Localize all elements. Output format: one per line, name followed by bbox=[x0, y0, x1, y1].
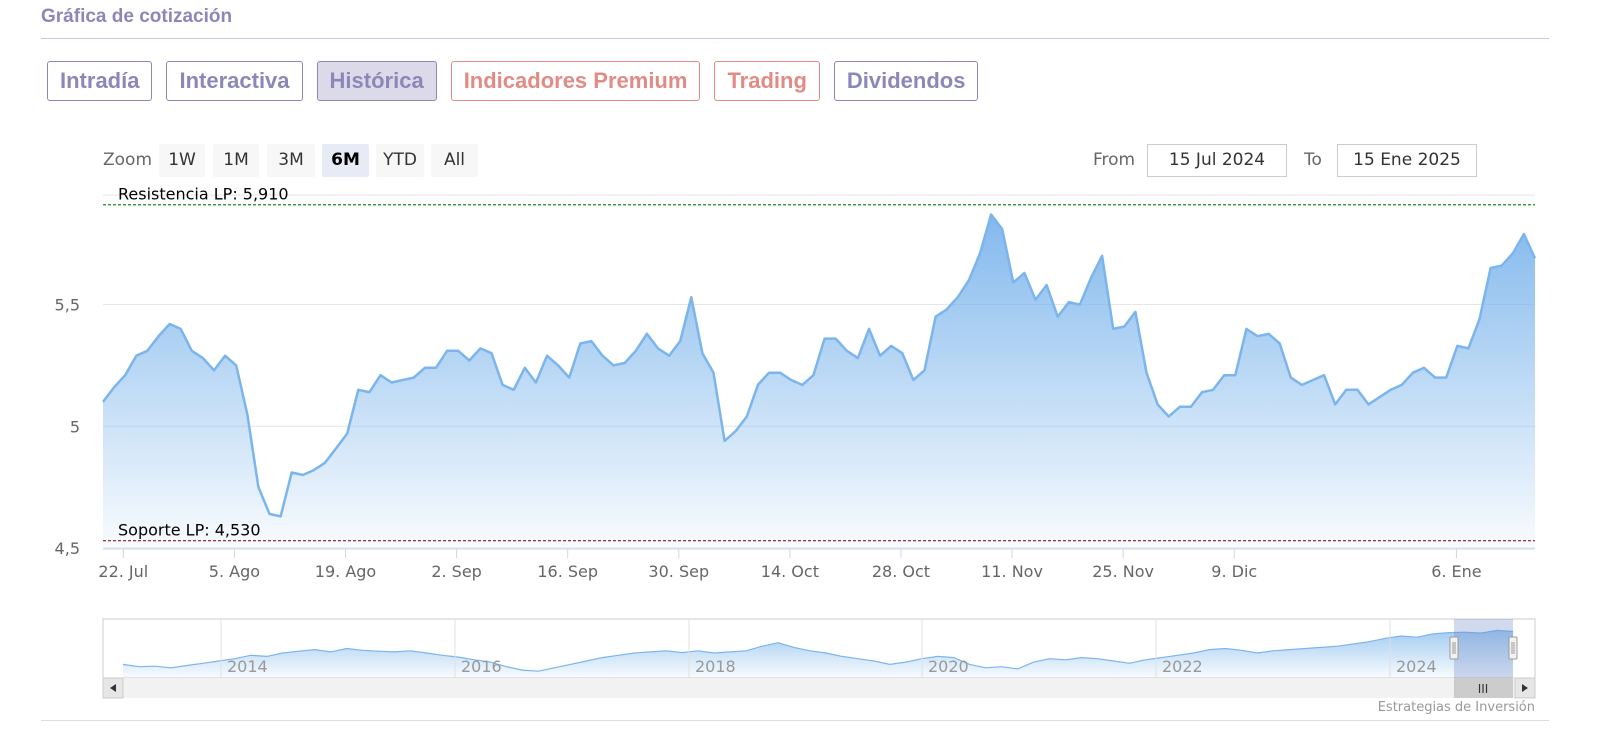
navigator-year-label: 2014 bbox=[227, 657, 268, 676]
y-tick-label: 5 bbox=[70, 417, 80, 436]
to-date-input[interactable]: 15 Ene 2025 bbox=[1337, 144, 1477, 177]
chart-type-tabs: Intradía Interactiva Histórica Indicador… bbox=[47, 61, 979, 101]
chevron-left-icon bbox=[110, 684, 116, 692]
x-tick-label: 22. Jul bbox=[98, 562, 148, 581]
navigator-year-label: 2022 bbox=[1162, 657, 1203, 676]
support-label: Soporte LP: 4,530 bbox=[118, 521, 261, 540]
navigator-year-label: 2020 bbox=[928, 657, 969, 676]
zoom-button-1m[interactable]: 1M bbox=[213, 144, 259, 177]
y-tick-label: 5,5 bbox=[55, 296, 80, 315]
resistance-label: Resistencia LP: 5,910 bbox=[118, 185, 289, 204]
y-tick-label: 4,5 bbox=[55, 539, 80, 558]
tab-dividendos[interactable]: Dividendos bbox=[833, 61, 979, 101]
scrollbar[interactable]: III bbox=[102, 677, 1536, 699]
navigator[interactable]: 2014 2016 2018 2020 2022 2024 bbox=[102, 618, 1536, 679]
navigator-handle-left bbox=[1449, 636, 1459, 660]
price-line bbox=[102, 213, 1537, 518]
x-tick-label: 5. Ago bbox=[209, 562, 260, 581]
x-tick-label: 14. Oct bbox=[761, 562, 819, 581]
scrollbar-thumb bbox=[1454, 678, 1513, 698]
x-tick-label: 9. Dic bbox=[1211, 562, 1257, 581]
x-tick-label: 2. Sep bbox=[431, 562, 482, 581]
navigator-handle-right bbox=[1508, 636, 1518, 660]
zoom-button-1w[interactable]: 1W bbox=[159, 144, 205, 177]
scrollbar-grip-label: III bbox=[1478, 682, 1489, 696]
navigator-year-label: 2016 bbox=[461, 657, 502, 676]
zoom-button-ytd[interactable]: YTD bbox=[376, 144, 424, 177]
title-divider bbox=[41, 38, 1549, 39]
navigator-area bbox=[123, 630, 1513, 678]
y-axis: 4,5 5 5,5 bbox=[55, 296, 80, 558]
zoom-label: Zoom bbox=[103, 150, 153, 170]
x-tick-label: 16. Sep bbox=[537, 562, 598, 581]
x-tick-label: 28. Oct bbox=[872, 562, 930, 581]
x-tick-label: 6. Ene bbox=[1431, 562, 1481, 581]
navigator-line bbox=[122, 629, 1514, 672]
tab-interactiva[interactable]: Interactiva bbox=[166, 61, 303, 101]
navigator-year-label: 2024 bbox=[1396, 657, 1437, 676]
scrollbar-track bbox=[103, 678, 1535, 698]
to-label: To bbox=[1304, 150, 1322, 170]
bottom-divider bbox=[41, 720, 1549, 721]
navigator-year-label: 2018 bbox=[695, 657, 736, 676]
tab-historica[interactable]: Histórica bbox=[316, 61, 437, 101]
x-tick-label: 30. Sep bbox=[648, 562, 709, 581]
from-label: From bbox=[1093, 150, 1136, 170]
navigator-selection bbox=[1454, 619, 1513, 678]
tab-trading[interactable]: Trading bbox=[714, 61, 820, 101]
price-area-fill bbox=[103, 214, 1535, 548]
chevron-right-icon bbox=[1522, 684, 1528, 692]
zoom-button-3m[interactable]: 3M bbox=[267, 144, 315, 177]
x-tick-label: 11. Nov bbox=[981, 562, 1043, 581]
zoom-button-all[interactable]: All bbox=[431, 144, 478, 177]
from-date-input[interactable]: 15 Jul 2024 bbox=[1147, 144, 1287, 177]
tab-indicadores-premium[interactable]: Indicadores Premium bbox=[450, 61, 701, 101]
price-area-series bbox=[102, 213, 1537, 548]
section-title: Gráfica de cotización bbox=[41, 6, 233, 27]
chart-credit[interactable]: Estrategias de Inversión bbox=[1377, 700, 1535, 715]
tab-intradia[interactable]: Intradía bbox=[47, 61, 153, 101]
x-tick-label: 25. Nov bbox=[1092, 562, 1154, 581]
zoom-button-6m[interactable]: 6M bbox=[322, 144, 369, 177]
x-axis: 22. Jul 5. Ago 19. Ago 2. Sep 16. Sep 30. Sep… bbox=[98, 548, 1535, 581]
x-tick-label: 19. Ago bbox=[315, 562, 376, 581]
support-resistance-lines: Resistencia LP: 5,910 Soporte LP: 4,530 bbox=[103, 185, 1535, 542]
